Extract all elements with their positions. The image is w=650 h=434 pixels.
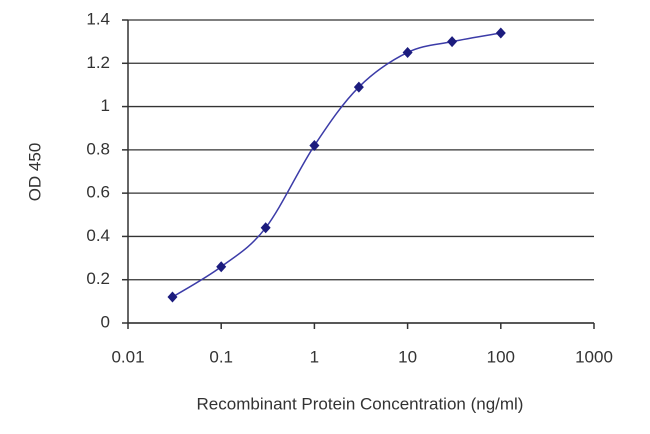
y-axis-label: OD 450 bbox=[25, 143, 44, 202]
y-tick-label: 1.2 bbox=[86, 53, 110, 72]
y-tick-label: 1.4 bbox=[86, 9, 110, 28]
y-tick-label: 0.4 bbox=[86, 226, 110, 245]
x-tick-label: 100 bbox=[487, 347, 515, 366]
x-axis-label: Recombinant Protein Concentration (ng/ml… bbox=[197, 394, 524, 413]
x-tick-label: 1 bbox=[310, 347, 319, 366]
data-point bbox=[167, 291, 178, 303]
data-point bbox=[495, 27, 506, 39]
data-point bbox=[353, 81, 364, 93]
data-point bbox=[260, 222, 271, 234]
data-point bbox=[402, 46, 413, 58]
y-tick-label: 1 bbox=[101, 96, 110, 115]
y-tick-label: 0.8 bbox=[86, 139, 110, 158]
y-tick-label: 0.2 bbox=[86, 269, 110, 288]
x-tick-label: 10 bbox=[398, 347, 417, 366]
y-tick-label: 0.6 bbox=[86, 183, 110, 202]
y-tick-label: 0 bbox=[101, 312, 110, 331]
x-tick-label: 0.01 bbox=[111, 347, 144, 366]
data-point bbox=[216, 261, 227, 273]
data-point bbox=[447, 36, 458, 48]
data-line bbox=[172, 32, 501, 298]
x-tick-label: 1000 bbox=[575, 347, 613, 366]
data-point bbox=[309, 140, 320, 152]
x-tick-label: 0.1 bbox=[209, 347, 233, 366]
